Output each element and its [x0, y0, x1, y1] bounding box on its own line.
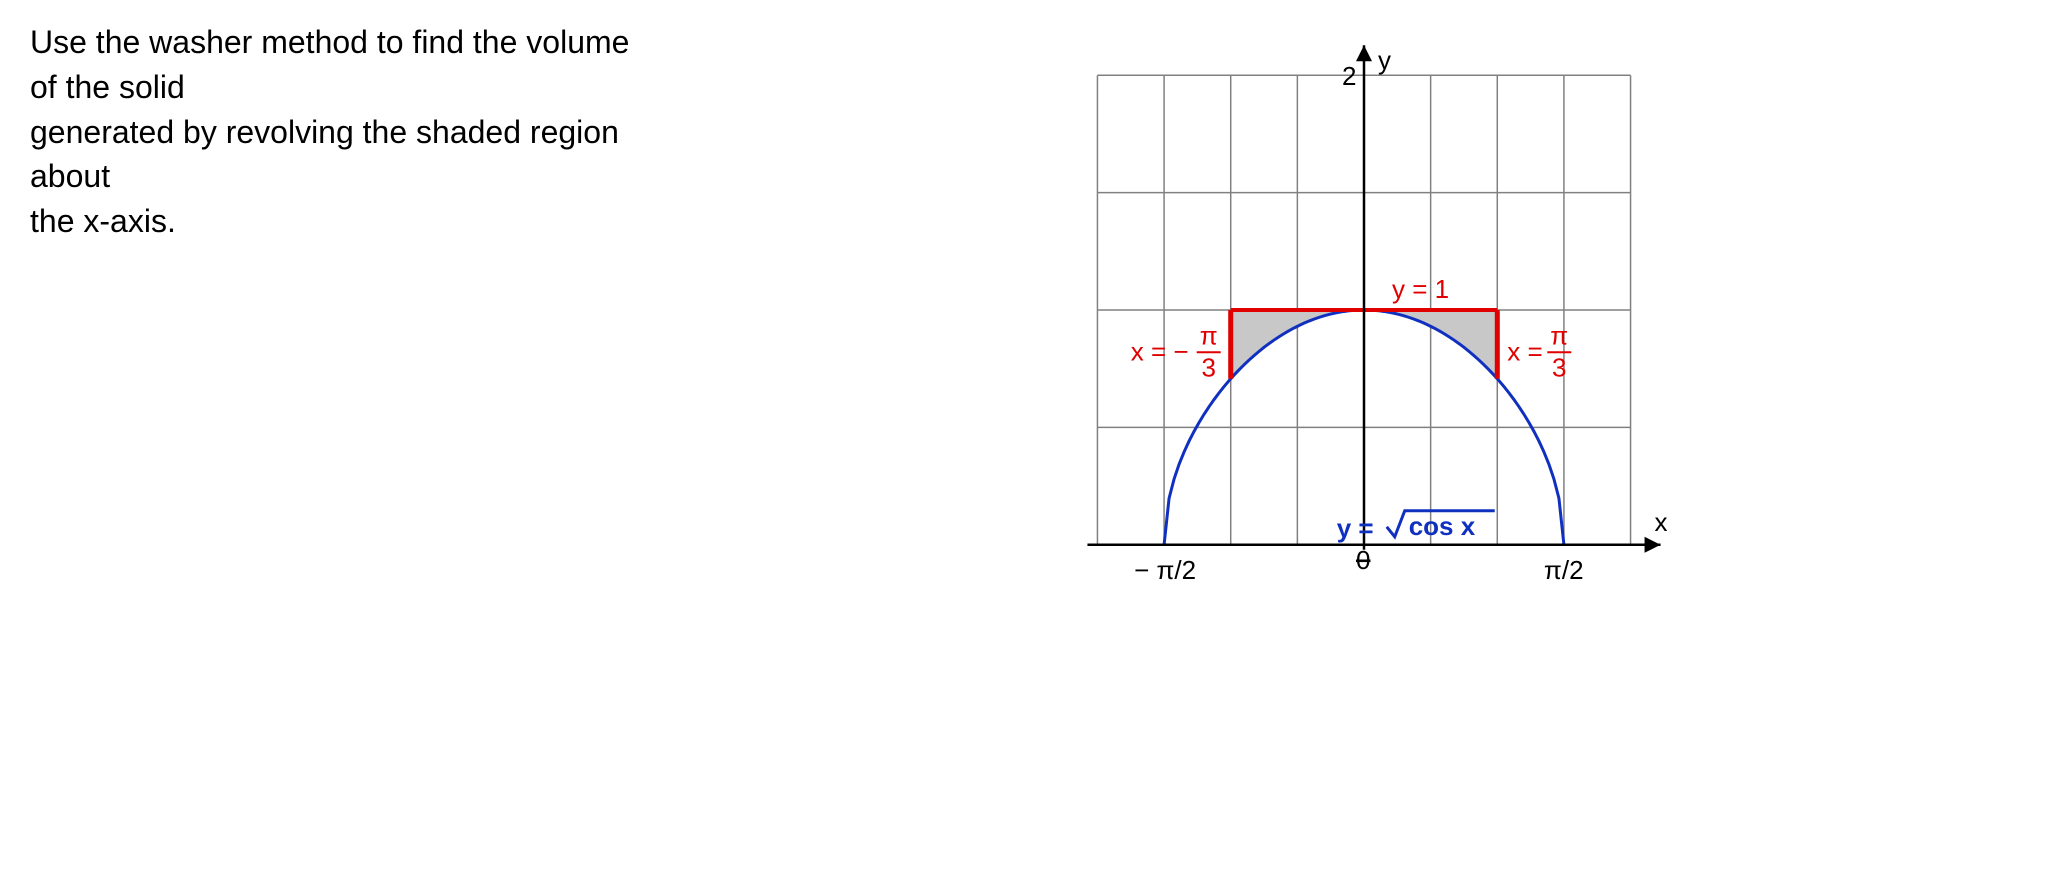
label-left-den: 3	[1201, 352, 1215, 382]
y-tick-2: 2	[1342, 61, 1356, 91]
y-axis-label: y	[1378, 45, 1391, 75]
label-right-den: 3	[1552, 352, 1566, 382]
chart-figure: yx2− π/2π/20y = 1x = −π3x = π3y = cos x	[1024, 20, 1704, 640]
problem-line-2: generated by revolving the shaded region…	[30, 114, 619, 195]
problem-line-1: Use the washer method to find the volume…	[30, 24, 629, 105]
origin-label: 0	[1356, 545, 1370, 575]
problem-statement: Use the washer method to find the volume…	[30, 20, 650, 244]
x-tick-pos: π/2	[1544, 555, 1584, 585]
x-tick-neg: − π/2	[1134, 555, 1196, 585]
label-left-prefix: x = −	[1131, 336, 1189, 366]
label-right-prefix: x =	[1507, 336, 1542, 366]
x-axis-arrow	[1645, 537, 1661, 553]
x-axis-label: x	[1655, 507, 1668, 537]
label-left-num: π	[1200, 320, 1218, 350]
label-right-num: π	[1550, 320, 1568, 350]
label-curve-under-root: cos x	[1409, 511, 1476, 541]
label-y-equals-1: y = 1	[1392, 274, 1449, 304]
chart-svg: yx2− π/2π/20y = 1x = −π3x = π3y = cos x	[1024, 20, 1704, 640]
problem-line-3: the x-axis.	[30, 203, 176, 239]
label-curve-prefix: y =	[1337, 513, 1374, 543]
y-axis-arrow	[1356, 45, 1372, 61]
